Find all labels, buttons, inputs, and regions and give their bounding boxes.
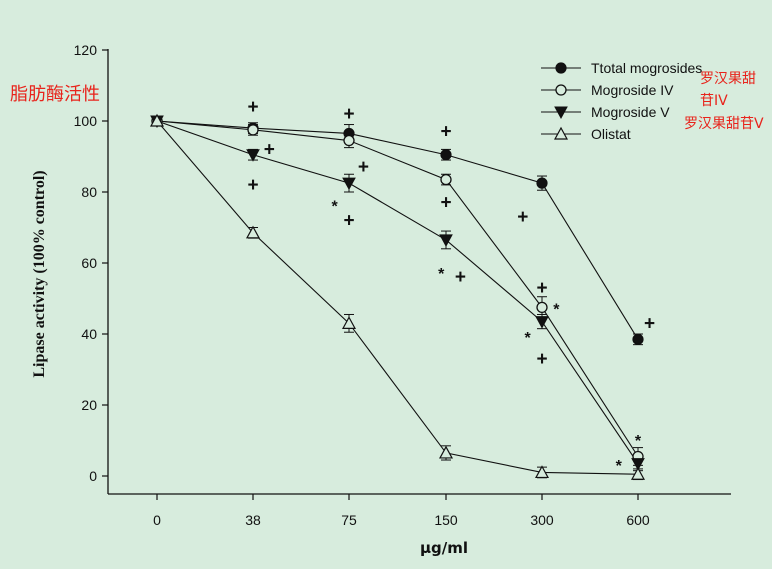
y-tick-label: 60 (81, 255, 97, 271)
chinese-y-label: 脂肪酶活性 (10, 84, 100, 105)
marker-filled-triangle (535, 316, 549, 329)
x-tick-label: 150 (434, 512, 458, 528)
marker-open-triangle (534, 465, 550, 479)
legend: Ttotal mogrosides Mogroside IV Mogroside V… (541, 60, 702, 142)
marker-filled-triangle (439, 234, 453, 247)
plus-annotation: + (343, 210, 354, 231)
plus-annotation: + (358, 157, 369, 178)
y-tick-label: 0 (89, 468, 97, 484)
marker-open-triangle (149, 113, 165, 127)
series-line-1 (156, 120, 639, 340)
marker-filled-triangle (246, 149, 260, 162)
chinese-mogroside-iv-label: 罗汉果甜苷IV (700, 71, 756, 109)
plus-annotation: + (536, 349, 547, 370)
asterisk-annotation: * (438, 266, 445, 283)
series-line-4 (156, 120, 639, 475)
asterisk-annotation: * (331, 199, 338, 216)
marker-open-triangle (341, 316, 357, 329)
axes (107, 49, 731, 495)
x-tick-label: 300 (530, 512, 554, 528)
chinese-mogroside-v-label: 罗汉果甜苷V (684, 116, 764, 132)
marker-open-triangle (245, 225, 261, 239)
y-tick-label: 20 (81, 397, 97, 413)
legend-label: Olistat (591, 126, 631, 142)
asterisk-annotation: * (635, 433, 642, 450)
marker-open-circle (343, 134, 355, 147)
marker-open-circle (440, 173, 452, 186)
marker-filled-circle (555, 62, 567, 74)
marker-open-circle (536, 301, 548, 314)
marker-filled-circle (440, 149, 452, 161)
x-tick-label: 75 (341, 512, 357, 528)
x-tick-label: 38 (245, 512, 261, 528)
x-axis-label: μg/ml (420, 539, 468, 557)
y-tick-label: 40 (81, 326, 97, 342)
asterisk-annotation: * (524, 330, 531, 347)
asterisk-annotation: * (616, 458, 623, 475)
plus-annotation: + (264, 139, 275, 160)
marker-filled-triangle (631, 458, 645, 471)
series-line-2 (156, 120, 639, 457)
plus-annotation: + (343, 104, 354, 125)
marker-filled-circle (536, 177, 548, 189)
x-tick-label: 600 (626, 512, 650, 528)
significance-annotations: + + + + + + * + + + * + + + * * + * * (247, 97, 655, 475)
y-axis-label: Lipase activity (100% control) (31, 170, 48, 377)
plus-annotation: + (536, 278, 547, 299)
plus-annotation: + (440, 193, 451, 214)
y-tick-label: 80 (81, 184, 97, 200)
plus-annotation: + (247, 175, 258, 196)
plus-annotation: + (517, 207, 528, 228)
marker-open-circle (555, 84, 567, 96)
legend-label: Ttotal mogrosides (591, 60, 702, 76)
y-tick-label: 120 (74, 42, 98, 58)
x-tick-label: 0 (153, 512, 161, 528)
marker-open-circle (247, 124, 259, 136)
legend-label: Mogroside IV (591, 82, 674, 98)
markers (149, 113, 646, 480)
ticks: 0 20 40 60 80 100 120 0 38 75 150 300 600 (74, 42, 650, 528)
marker-open-triangle (630, 466, 646, 480)
plus-annotation: + (455, 267, 466, 288)
series-lines (156, 120, 639, 475)
marker-open-triangle (438, 445, 454, 459)
series-line-3 (156, 120, 639, 464)
plus-annotation: + (644, 313, 655, 334)
legend-label: Mogroside V (591, 104, 670, 120)
marker-filled-triangle (342, 177, 356, 191)
plus-annotation: + (440, 122, 451, 143)
marker-filled-circle (632, 333, 644, 345)
marker-open-triangle (553, 126, 569, 140)
plus-annotation: + (247, 97, 258, 118)
marker-filled-triangle (554, 106, 568, 120)
y-tick-label: 100 (74, 113, 98, 129)
asterisk-annotation: * (553, 302, 560, 319)
